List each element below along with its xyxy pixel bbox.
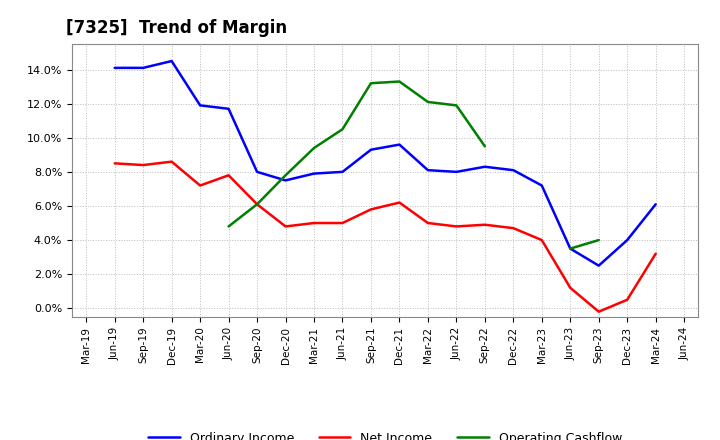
Net Income [480, 222, 489, 227]
Net Income [338, 220, 347, 226]
Ordinary Income [366, 147, 375, 152]
Net Income [167, 159, 176, 164]
Ordinary Income [110, 65, 119, 70]
Net Income [139, 162, 148, 168]
Net Income [310, 220, 318, 226]
Net Income [452, 224, 461, 229]
Ordinary Income [652, 202, 660, 207]
Line: Ordinary Income: Ordinary Income [114, 61, 656, 266]
Ordinary Income [310, 171, 318, 176]
Ordinary Income [282, 178, 290, 183]
Net Income [225, 172, 233, 178]
Ordinary Income [167, 59, 176, 64]
Operating Cashflow [395, 79, 404, 84]
Net Income [395, 200, 404, 205]
Ordinary Income [480, 164, 489, 169]
Net Income [196, 183, 204, 188]
Ordinary Income [423, 168, 432, 173]
Ordinary Income [225, 106, 233, 111]
Net Income [652, 251, 660, 257]
Ordinary Income [139, 65, 148, 70]
Net Income [566, 285, 575, 290]
Operating Cashflow [452, 103, 461, 108]
Ordinary Income [452, 169, 461, 175]
Operating Cashflow [253, 202, 261, 207]
Ordinary Income [509, 168, 518, 173]
Operating Cashflow [366, 81, 375, 86]
Ordinary Income [395, 142, 404, 147]
Operating Cashflow [310, 145, 318, 150]
Operating Cashflow [225, 224, 233, 229]
Line: Net Income: Net Income [114, 161, 656, 312]
Text: [7325]  Trend of Margin: [7325] Trend of Margin [66, 19, 287, 37]
Net Income [423, 220, 432, 226]
Net Income [366, 207, 375, 212]
Net Income [595, 309, 603, 314]
Ordinary Income [595, 263, 603, 268]
Ordinary Income [253, 169, 261, 175]
Operating Cashflow [282, 172, 290, 178]
Net Income [537, 238, 546, 243]
Line: Operating Cashflow: Operating Cashflow [229, 81, 485, 227]
Legend: Ordinary Income, Net Income, Operating Cashflow: Ordinary Income, Net Income, Operating C… [143, 427, 627, 440]
Ordinary Income [338, 169, 347, 175]
Ordinary Income [196, 103, 204, 108]
Net Income [253, 202, 261, 207]
Operating Cashflow [423, 99, 432, 105]
Operating Cashflow [480, 143, 489, 149]
Ordinary Income [623, 238, 631, 243]
Ordinary Income [537, 183, 546, 188]
Ordinary Income [566, 246, 575, 251]
Net Income [282, 224, 290, 229]
Net Income [509, 225, 518, 231]
Operating Cashflow [338, 127, 347, 132]
Net Income [623, 297, 631, 302]
Net Income [110, 161, 119, 166]
